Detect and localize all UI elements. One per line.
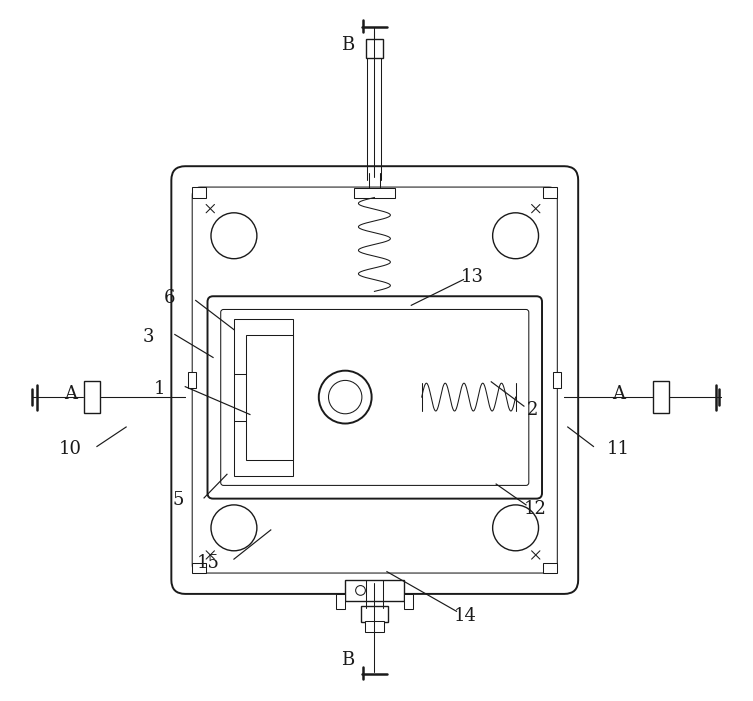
Bar xyxy=(364,621,384,632)
Text: 3: 3 xyxy=(142,327,154,346)
Circle shape xyxy=(492,505,538,551)
FancyBboxPatch shape xyxy=(172,166,578,594)
FancyBboxPatch shape xyxy=(208,297,542,498)
Text: 10: 10 xyxy=(59,440,82,458)
Circle shape xyxy=(328,381,362,414)
Circle shape xyxy=(211,213,257,259)
Text: 2: 2 xyxy=(527,400,538,418)
Bar xyxy=(654,381,669,413)
Text: 11: 11 xyxy=(607,440,630,458)
Text: 5: 5 xyxy=(172,491,184,509)
Text: A: A xyxy=(612,385,625,402)
FancyBboxPatch shape xyxy=(192,187,557,573)
Circle shape xyxy=(492,213,538,259)
Text: 13: 13 xyxy=(461,268,484,287)
Text: 12: 12 xyxy=(523,500,547,518)
Text: 14: 14 xyxy=(454,607,477,625)
Bar xyxy=(246,334,293,461)
Bar xyxy=(361,606,389,622)
Circle shape xyxy=(319,371,372,423)
Bar xyxy=(234,319,293,476)
Text: 6: 6 xyxy=(163,290,175,307)
Bar xyxy=(544,187,557,198)
Bar xyxy=(366,39,383,58)
Text: B: B xyxy=(340,36,354,53)
Circle shape xyxy=(355,585,365,595)
Bar xyxy=(354,188,395,198)
Text: A: A xyxy=(64,385,77,402)
Bar xyxy=(192,563,206,573)
Circle shape xyxy=(211,505,257,551)
Text: B: B xyxy=(340,651,354,669)
FancyBboxPatch shape xyxy=(221,309,529,485)
Bar xyxy=(544,563,557,573)
Bar xyxy=(404,594,413,609)
Bar xyxy=(345,580,404,601)
Text: 1: 1 xyxy=(154,380,165,397)
Bar xyxy=(336,594,345,609)
Text: 15: 15 xyxy=(197,554,220,571)
Bar xyxy=(84,381,99,413)
Bar xyxy=(192,187,206,198)
Bar xyxy=(553,372,562,388)
Bar xyxy=(188,372,197,388)
